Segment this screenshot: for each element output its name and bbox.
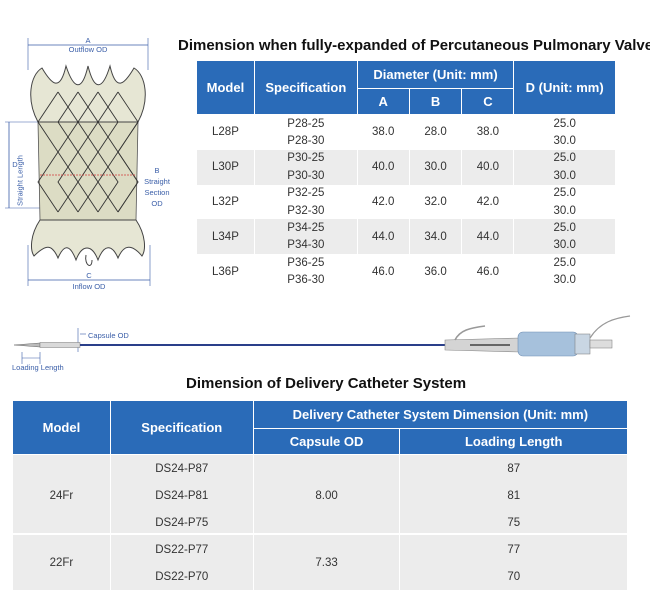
table-row: 22Fr DS22-P77 7.33 77 (12, 536, 628, 590)
d-cell: 25.0 (513, 184, 616, 202)
dim-d-label: D (12, 160, 18, 169)
table-row: P28-30 30.0 (197, 132, 616, 150)
loading-cell: 87 (399, 454, 628, 482)
a-cell: 38.0 (356, 114, 410, 150)
col-d-header: D (Unit: mm) (513, 60, 616, 115)
loading-cell: 77 (399, 536, 628, 563)
dim-d-sublabel: Straight Length (15, 155, 25, 206)
table-row: L34P P34-25 44.0 34.0 44.0 25.0 (196, 219, 616, 255)
a-cell: 44.0 (356, 219, 410, 255)
model-cell: 24Fr (12, 454, 111, 536)
d-cell: 25.0 (513, 219, 616, 237)
valve-drawing (5, 38, 151, 286)
col-b-header: B (408, 88, 463, 115)
d-cell: 25.0 (513, 149, 616, 168)
loading-cell: 70 (399, 563, 628, 590)
dim-a-sublabel: Outflow OD (68, 45, 108, 54)
spec-cell: DS22-P77 (109, 536, 254, 563)
dim-b-sublabel-2: Section (144, 188, 170, 197)
b-cell: 28.0 (408, 114, 463, 150)
valve-illustration: A Outflow OD B Straight Section OD C Inf… (0, 30, 175, 300)
model-cell: L34P (196, 219, 255, 255)
b-cell: 34.0 (408, 219, 463, 255)
dim-a-label: A (85, 36, 91, 45)
spec-cell: P28-30 (253, 132, 358, 150)
table-row: 24Fr DS24-P87 8.00 87 (12, 454, 628, 536)
col-spec-header: Specification (109, 400, 254, 455)
spec-cell: P36-30 (253, 271, 358, 289)
model-cell: L36P (196, 254, 255, 289)
valve-table-title: Dimension when fully-expanded of Percuta… (178, 37, 650, 54)
c-cell: 44.0 (461, 219, 515, 255)
col-diameter-header: Diameter (Unit: mm) (356, 60, 515, 89)
col-c-header: C (461, 88, 515, 115)
col-model-header: Model (196, 60, 255, 115)
capsule-cell: 7.33 (252, 536, 401, 590)
d-cell: 25.0 (513, 114, 616, 133)
spec-cell: DS24-P75 (109, 509, 254, 536)
dim-b-sublabel-1: Straight (144, 177, 170, 186)
table-row: L32P P32-25 42.0 32.0 42.0 25.0 (196, 184, 616, 220)
loading-cell: 81 (399, 482, 628, 509)
c-cell: 42.0 (461, 184, 515, 220)
catheter-illustration: Capsule OD Loading Length (0, 312, 650, 374)
spec-cell: P30-25 (253, 149, 358, 168)
model-cell: L32P (196, 184, 255, 220)
c-cell: 46.0 (461, 254, 515, 289)
model-cell: 22Fr (12, 536, 111, 590)
table-row: P32-30 30.0 (197, 201, 616, 220)
spec-cell: DS24-P87 (109, 454, 254, 482)
col-spec-header: Specification (253, 60, 358, 115)
catheter-table-title: Dimension of Delivery Catheter System (186, 375, 467, 392)
d-cell: 25.0 (513, 254, 616, 272)
spec-cell: P34-30 (253, 236, 358, 255)
d-cell: 30.0 (513, 201, 616, 220)
catheter-drawing (13, 315, 631, 364)
a-cell: 42.0 (356, 184, 410, 220)
dim-b-sublabel-3: OD (151, 199, 163, 208)
d-cell: 30.0 (513, 271, 616, 289)
c-cell: 38.0 (461, 114, 515, 150)
table-row: L30P P30-25 40.0 30.0 40.0 25.0 (196, 149, 616, 185)
capsule-cell: 8.00 (252, 454, 401, 536)
dim-c-label: C (86, 271, 92, 280)
loading-cell: 75 (399, 509, 628, 536)
b-cell: 30.0 (408, 149, 463, 185)
model-cell: L30P (196, 149, 255, 185)
table-row: L36P P36-25 46.0 36.0 46.0 25.0 (196, 254, 616, 289)
d-cell: 30.0 (513, 236, 616, 255)
b-cell: 32.0 (408, 184, 463, 220)
col-capsule-header: Capsule OD (252, 428, 401, 455)
d-cell: 30.0 (513, 132, 616, 150)
model-cell: L28P (196, 114, 255, 150)
c-cell: 40.0 (461, 149, 515, 185)
table-row: P36-30 30.0 (197, 271, 616, 289)
col-group-header: Delivery Catheter System Dimension (Unit… (252, 400, 629, 429)
col-a-header: A (356, 88, 410, 115)
a-cell: 46.0 (356, 254, 410, 289)
table-row: L28P P28-25 38.0 28.0 38.0 25.0 (196, 114, 616, 150)
loading-length-label: Loading Length (12, 363, 64, 372)
spec-cell: P36-25 (253, 254, 358, 272)
spec-cell: P32-30 (253, 201, 358, 220)
spec-cell: P32-25 (253, 184, 358, 202)
catheter-dimension-table: Model Specification Delivery Catheter Sy… (12, 400, 629, 590)
spec-cell: P28-25 (253, 114, 358, 133)
d-cell: 30.0 (513, 167, 616, 185)
col-model-header: Model (12, 400, 111, 455)
spec-cell: DS22-P70 (109, 563, 254, 590)
b-cell: 36.0 (408, 254, 463, 289)
col-loading-header: Loading Length (399, 428, 628, 455)
capsule-od-label: Capsule OD (88, 331, 129, 340)
valve-dimension-table: Model Specification Diameter (Unit: mm) … (196, 60, 616, 289)
a-cell: 40.0 (356, 149, 410, 185)
spec-cell: P30-30 (253, 167, 358, 185)
spec-cell: P34-25 (253, 219, 358, 237)
dim-c-sublabel: Inflow OD (72, 282, 106, 291)
dim-b-label: B (154, 166, 160, 175)
spec-cell: DS24-P81 (109, 482, 254, 509)
catheter-row-divider (12, 533, 628, 535)
